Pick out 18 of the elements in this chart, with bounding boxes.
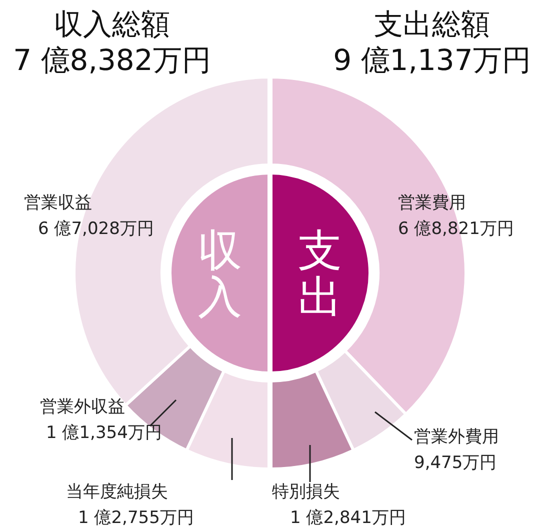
slice-label: 営業外費用 bbox=[414, 427, 499, 447]
slice-label: 営業費用 bbox=[398, 193, 466, 213]
text: 1 億2,755万円 bbox=[78, 508, 194, 528]
slice-label: 営業外収益 bbox=[40, 397, 125, 417]
slice-label: 営業収益 bbox=[24, 193, 92, 213]
slice-label: 当年度純損失 bbox=[66, 482, 168, 502]
text: 収入総額 bbox=[54, 7, 170, 41]
slice-label: 収入 bbox=[198, 226, 242, 323]
text: 6 億8,821万円 bbox=[398, 219, 514, 239]
slice-label: 支出 bbox=[298, 226, 342, 323]
slice-label: 特別損失 bbox=[272, 482, 340, 502]
text: 7 億8,382万円 bbox=[13, 43, 211, 77]
text: 支出総額 bbox=[374, 7, 490, 41]
text: 1 億1,354万円 bbox=[46, 423, 162, 443]
text: 1 億2,841万円 bbox=[290, 508, 406, 528]
text: 9 億1,137万円 bbox=[333, 43, 531, 77]
text: 9,475万円 bbox=[414, 453, 497, 473]
text: 6 億7,028万円 bbox=[38, 219, 154, 239]
